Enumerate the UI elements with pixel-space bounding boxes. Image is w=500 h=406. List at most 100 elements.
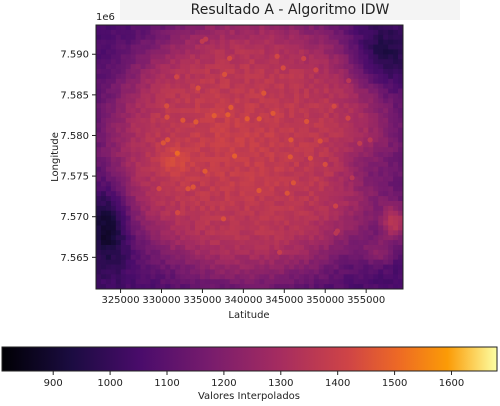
heatmap-cell <box>105 44 112 50</box>
heatmap-cell <box>348 103 354 109</box>
heatmap-cell <box>160 245 166 251</box>
heatmap-cell <box>333 152 340 158</box>
heatmap-cell <box>328 269 335 275</box>
y-tick-label: 7.565 <box>60 253 89 264</box>
heatmap-cell <box>383 249 389 256</box>
heatmap-cell <box>110 240 117 246</box>
heatmap-cell <box>244 59 250 65</box>
heatmap-cell <box>323 254 330 261</box>
heatmap-cell <box>185 59 191 65</box>
heatmap-cell <box>274 127 280 133</box>
heatmap-cell <box>323 166 330 173</box>
heatmap-cell <box>115 142 122 148</box>
heatmap-cell <box>165 171 171 177</box>
heatmap-cell <box>398 147 403 153</box>
heatmap-cell <box>209 117 216 124</box>
heatmap-cell <box>195 39 201 45</box>
heatmap-cell <box>294 235 300 241</box>
heatmap-cell <box>388 240 394 246</box>
heatmap-cell <box>165 54 171 60</box>
heatmap-cell <box>219 34 226 41</box>
heatmap-cell <box>303 54 310 60</box>
heatmap-cell <box>254 254 260 261</box>
heatmap-cell <box>358 191 364 197</box>
heatmap-cell <box>313 254 320 261</box>
heatmap-cell <box>264 245 270 251</box>
x-axis-label: Latitude <box>228 310 269 321</box>
heatmap-cell <box>100 147 107 153</box>
heatmap-cell <box>393 225 399 231</box>
heatmap-cell <box>259 264 265 270</box>
heatmap-cell <box>254 122 260 129</box>
heatmap-cell <box>219 93 226 99</box>
heatmap-cell <box>274 205 280 212</box>
heatmap-cell <box>313 240 320 246</box>
heatmap-cell <box>269 103 275 109</box>
heatmap-cell <box>175 161 181 168</box>
heatmap-cell <box>274 254 280 261</box>
heatmap-cell <box>259 152 265 158</box>
heatmap-cell <box>313 157 320 163</box>
heatmap-cell <box>333 157 340 163</box>
heatmap-cell <box>264 186 270 192</box>
heatmap-cell <box>135 93 141 99</box>
heatmap-cell <box>269 142 275 148</box>
heatmap-cell <box>130 113 137 119</box>
heatmap-cell <box>115 78 122 85</box>
heatmap-cell <box>145 235 151 241</box>
heatmap-cell <box>274 29 280 36</box>
heatmap-cell <box>289 235 295 241</box>
heatmap-cell <box>180 98 186 104</box>
heatmap-cell <box>363 132 369 138</box>
heatmap-cell <box>343 137 349 143</box>
heatmap-cell <box>229 78 236 85</box>
heatmap-cell <box>175 176 181 182</box>
heatmap-cell <box>378 147 384 153</box>
heatmap-cell <box>313 235 320 241</box>
heatmap-cell <box>100 152 107 158</box>
heatmap-cell <box>393 29 399 36</box>
heatmap-cell <box>368 240 374 246</box>
heatmap-cell <box>348 44 354 50</box>
heatmap-cell <box>155 152 161 158</box>
y-tick-label: 7.570 <box>60 212 89 223</box>
heatmap-cell <box>333 122 340 129</box>
heatmap-cell <box>249 210 255 217</box>
heatmap-cell <box>96 59 102 65</box>
x-tick-label: 330000 <box>142 295 180 306</box>
heatmap-cell <box>100 157 107 163</box>
heatmap-cell <box>96 245 102 251</box>
heatmap-cell <box>229 117 236 124</box>
heatmap-cell <box>333 279 340 285</box>
heatmap-cell <box>269 274 275 280</box>
heatmap-cell <box>199 122 206 129</box>
heatmap-cell <box>155 39 161 45</box>
heatmap-cell <box>299 254 305 261</box>
heatmap-cell <box>145 225 151 231</box>
heatmap-cell <box>135 59 141 65</box>
heatmap-cell <box>388 103 394 109</box>
heatmap-cell <box>313 25 320 31</box>
heatmap-cell <box>160 44 166 50</box>
heatmap-cell <box>363 230 369 236</box>
heatmap-cell <box>358 215 364 221</box>
heatmap-cell <box>303 34 310 41</box>
heatmap-cell <box>96 205 102 212</box>
heatmap-cell <box>308 93 315 99</box>
heatmap-cell <box>120 284 127 289</box>
heatmap-cell <box>165 249 171 256</box>
heatmap-cell <box>160 98 166 104</box>
heatmap-cell <box>249 157 255 163</box>
heatmap-cell <box>145 279 151 285</box>
heatmap-cell <box>373 171 379 177</box>
heatmap-cell <box>219 269 226 275</box>
heatmap-cell <box>303 157 310 163</box>
heatmap-cell <box>303 254 310 261</box>
heatmap-cell <box>388 279 394 285</box>
heatmap-cell <box>353 161 359 168</box>
heatmap-cell <box>239 127 245 133</box>
heatmap-cell <box>348 39 354 45</box>
heatmap-cell <box>338 122 344 129</box>
heatmap-cell <box>378 127 384 133</box>
heatmap-cell <box>328 196 335 202</box>
